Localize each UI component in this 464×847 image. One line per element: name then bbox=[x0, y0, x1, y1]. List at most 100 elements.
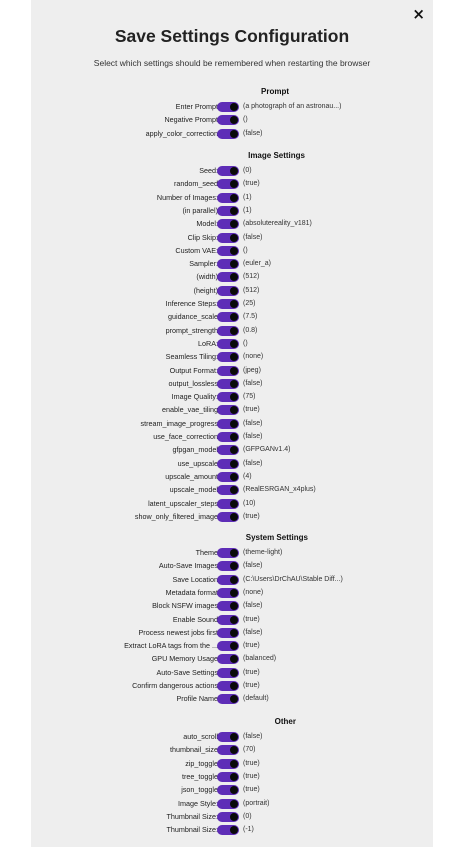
setting-toggle[interactable] bbox=[217, 259, 239, 270]
setting-toggle[interactable] bbox=[217, 232, 239, 243]
setting-toggle[interactable] bbox=[217, 811, 239, 822]
setting-toggle[interactable] bbox=[217, 299, 239, 309]
setting-toggle[interactable] bbox=[217, 312, 239, 323]
setting-row: Sampler: (euler_a) bbox=[31, 258, 433, 271]
setting-value: () bbox=[243, 246, 248, 254]
setting-row: Negative Prompt () bbox=[31, 114, 433, 127]
setting-toggle[interactable] bbox=[217, 338, 239, 349]
setting-value: (a photograph of an astronau...) bbox=[243, 103, 342, 110]
setting-toggle[interactable] bbox=[217, 627, 239, 638]
setting-value: (75) bbox=[243, 393, 256, 401]
setting-toggle[interactable] bbox=[217, 365, 239, 376]
setting-value: (true) bbox=[243, 668, 260, 676]
setting-label: Inference Steps: bbox=[165, 299, 218, 308]
setting-row: zip_toggle (true) bbox=[31, 758, 433, 771]
setting-toggle[interactable] bbox=[217, 548, 239, 558]
setting-toggle[interactable] bbox=[217, 681, 239, 691]
setting-row: Enter Prompt (a photograph of an astronau… bbox=[31, 101, 433, 114]
setting-row: GPU Memory Usage (balanced) bbox=[31, 653, 433, 666]
setting-row: Metadata format (none) bbox=[31, 587, 433, 600]
setting-toggle[interactable] bbox=[217, 825, 239, 836]
setting-value: (false) bbox=[243, 233, 263, 241]
setting-toggle[interactable] bbox=[217, 654, 239, 665]
setting-row: random_seed (true) bbox=[31, 178, 433, 191]
setting-toggle[interactable] bbox=[217, 285, 239, 296]
setting-value: (-1) bbox=[243, 826, 254, 834]
toggle-knob bbox=[230, 167, 238, 175]
setting-toggle[interactable] bbox=[217, 601, 239, 612]
setting-toggle[interactable] bbox=[217, 771, 239, 782]
section-title: Image Settings bbox=[248, 151, 305, 160]
setting-value: (false) bbox=[243, 562, 263, 570]
setting-toggle[interactable] bbox=[217, 732, 239, 742]
setting-toggle[interactable] bbox=[217, 758, 239, 769]
setting-toggle[interactable] bbox=[217, 418, 239, 429]
setting-label: Thumbnail Size: bbox=[166, 811, 218, 821]
setting-toggle[interactable] bbox=[217, 115, 239, 126]
toggle-knob bbox=[230, 393, 238, 402]
setting-label: Extract LoRA tags from the ... bbox=[124, 641, 218, 651]
setting-row: tree_toggle (true) bbox=[31, 771, 433, 784]
toggle-knob bbox=[230, 206, 238, 215]
setting-row: Profile Name (default) bbox=[31, 693, 433, 706]
setting-toggle[interactable] bbox=[217, 511, 239, 522]
setting-toggle[interactable] bbox=[217, 179, 239, 190]
setting-toggle[interactable] bbox=[217, 471, 239, 482]
setting-toggle[interactable] bbox=[217, 694, 239, 705]
toggle-knob bbox=[230, 642, 238, 651]
setting-label: prompt_strength bbox=[165, 325, 218, 335]
setting-toggle[interactable] bbox=[217, 392, 239, 403]
setting-toggle[interactable] bbox=[217, 798, 239, 809]
toggle-knob bbox=[230, 668, 238, 677]
setting-toggle[interactable] bbox=[217, 485, 239, 496]
setting-toggle[interactable] bbox=[217, 325, 239, 336]
setting-toggle[interactable] bbox=[217, 667, 239, 678]
setting-row: Save Location (C:\Users\DrChAU\Stable Dif… bbox=[31, 574, 433, 587]
setting-label: Negative Prompt bbox=[164, 115, 218, 125]
setting-row: auto_scroll (false) bbox=[31, 731, 433, 744]
setting-toggle[interactable] bbox=[217, 498, 239, 509]
toggle-knob bbox=[230, 273, 238, 282]
setting-toggle[interactable] bbox=[217, 219, 239, 230]
setting-toggle[interactable] bbox=[217, 574, 239, 585]
setting-toggle[interactable] bbox=[217, 245, 239, 256]
setting-toggle[interactable] bbox=[217, 785, 239, 796]
setting-value: (7.5) bbox=[243, 313, 258, 321]
setting-toggle[interactable] bbox=[217, 641, 239, 652]
setting-row: output_lossless (false) bbox=[31, 378, 433, 391]
setting-toggle[interactable] bbox=[217, 745, 239, 756]
setting-row: Inference Steps: (25) bbox=[31, 298, 433, 311]
toggle-knob bbox=[230, 286, 238, 295]
setting-toggle[interactable] bbox=[217, 166, 239, 176]
setting-toggle[interactable] bbox=[217, 352, 239, 363]
setting-label: use_upscale bbox=[177, 458, 218, 468]
close-icon[interactable]: × bbox=[412, 5, 425, 23]
setting-toggle[interactable] bbox=[217, 614, 239, 625]
toggle-knob bbox=[230, 615, 238, 624]
setting-toggle[interactable] bbox=[217, 458, 239, 469]
setting-toggle[interactable] bbox=[217, 102, 239, 112]
setting-value: (true) bbox=[243, 615, 260, 623]
setting-value: (none) bbox=[243, 588, 264, 596]
setting-toggle[interactable] bbox=[217, 561, 239, 572]
setting-toggle[interactable] bbox=[217, 128, 239, 139]
toggle-knob bbox=[230, 486, 238, 495]
setting-row: use_face_correction (false) bbox=[31, 431, 433, 444]
setting-toggle[interactable] bbox=[217, 405, 239, 416]
setting-toggle[interactable] bbox=[217, 378, 239, 389]
section-title: Other bbox=[274, 717, 296, 726]
setting-toggle[interactable] bbox=[217, 192, 239, 203]
toggle-knob bbox=[230, 799, 238, 808]
setting-value: (none) bbox=[243, 353, 264, 361]
setting-toggle[interactable] bbox=[217, 432, 239, 442]
setting-label: zip_toggle bbox=[185, 758, 218, 768]
setting-toggle[interactable] bbox=[217, 272, 239, 283]
setting-toggle[interactable] bbox=[217, 445, 239, 456]
setting-toggle[interactable] bbox=[217, 587, 239, 598]
setting-row: stream_image_progress (false) bbox=[31, 418, 433, 431]
toggle-knob bbox=[230, 512, 238, 521]
toggle-knob bbox=[230, 695, 238, 704]
setting-label: Model: bbox=[196, 219, 218, 229]
setting-toggle[interactable] bbox=[217, 205, 239, 216]
setting-row: Process newest jobs first (false) bbox=[31, 627, 433, 640]
